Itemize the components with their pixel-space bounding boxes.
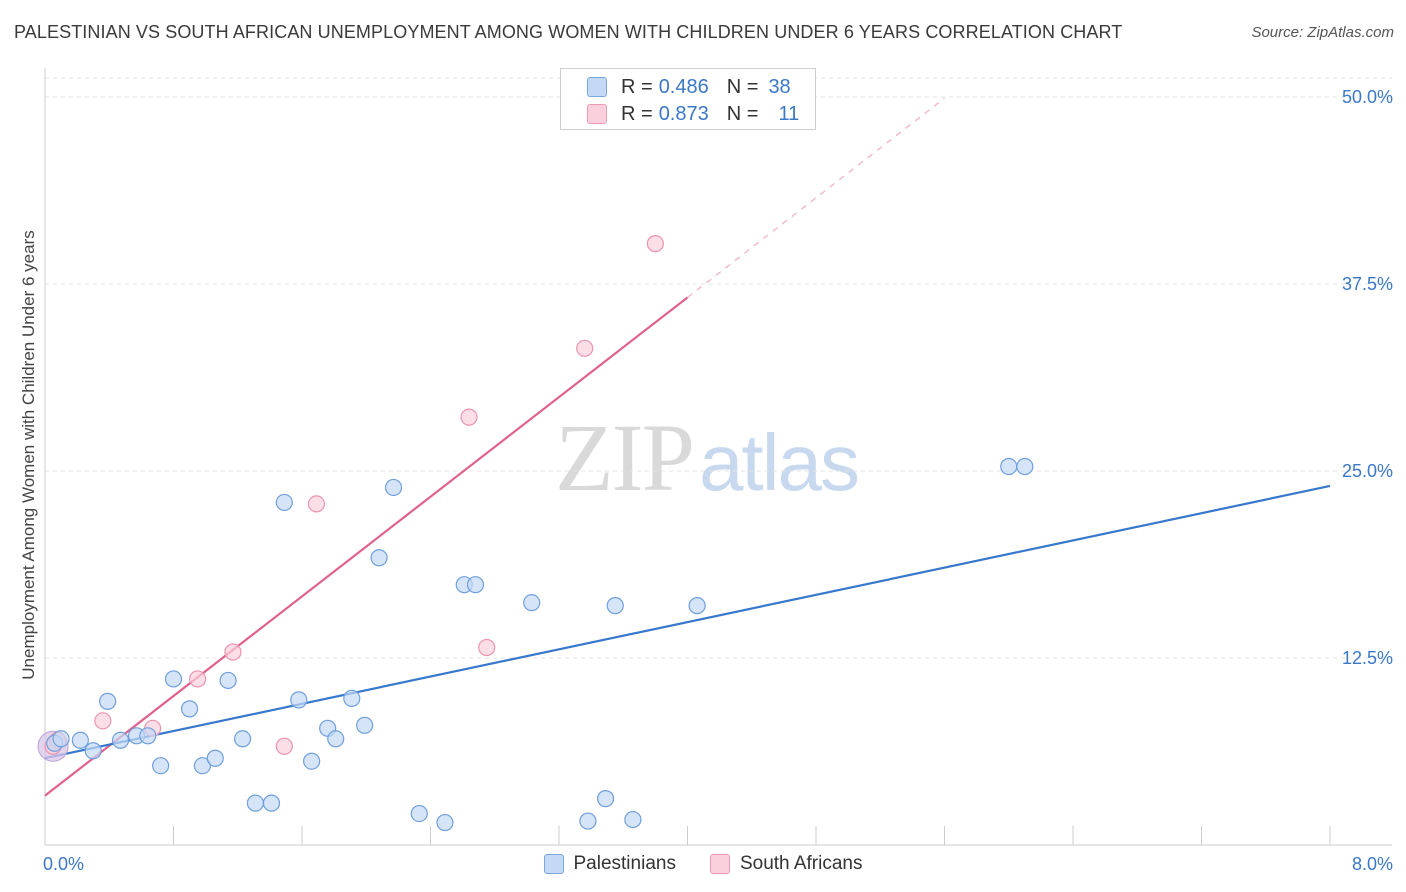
palestinians-point — [624, 810, 642, 829]
south-africans-point — [576, 339, 594, 357]
legend-item-south-africans[interactable]: South Africans — [709, 853, 863, 875]
blue-swatch-icon — [587, 77, 607, 97]
palestinians-point — [356, 716, 374, 734]
r-label: R = — [621, 102, 653, 125]
zipatlas-watermark: ZIPatlas — [555, 402, 860, 513]
watermark-atlas: atlas — [699, 418, 860, 507]
south-africans-point — [94, 712, 112, 730]
south-africans-trend-line — [44, 296, 689, 797]
r-label: R = — [621, 75, 653, 98]
palestinians-point — [1000, 457, 1018, 476]
south-africans-point — [307, 495, 326, 513]
palestinians-point — [193, 757, 212, 775]
south-africans-point — [224, 643, 242, 661]
stats-legend-row-south-africans: R = 0.873 N = 11 — [587, 101, 799, 127]
blue-swatch-icon — [543, 854, 564, 874]
palestinians-point — [370, 549, 388, 567]
south-africans-point — [275, 737, 293, 755]
y-axis-title: Unemployment Among Women with Children U… — [19, 230, 38, 679]
palestinians-point — [523, 594, 541, 612]
palestinians-point — [579, 812, 597, 830]
palestinians-point — [290, 691, 308, 709]
palestinians-point — [606, 597, 624, 615]
legend-label-south-africans: South Africans — [739, 853, 863, 874]
palestinians-point — [84, 742, 102, 760]
n-value: 38 — [768, 75, 791, 98]
palestinians-point — [410, 804, 428, 823]
palestinians-point — [343, 689, 361, 707]
palestinians-point — [99, 692, 117, 710]
watermark-zip: ZIP — [555, 404, 695, 511]
palestinians-point — [246, 794, 265, 812]
stats-legend: R = 0.486 N = 38 R = 0.873 N = 11 — [560, 68, 816, 130]
chart-title: PALESTINIAN VS SOUTH AFRICAN UNEMPLOYMEN… — [14, 22, 1123, 42]
palestinians-point — [436, 813, 454, 832]
y-tick-label: 50.0% — [1342, 87, 1393, 107]
pink-swatch-icon — [587, 104, 607, 124]
palestinians-point — [206, 749, 224, 767]
palestinians-point — [688, 597, 706, 615]
palestinians-point — [71, 731, 89, 749]
y-tick-label: 37.5% — [1342, 274, 1393, 294]
south-africans-point — [188, 670, 207, 688]
palestinians-point — [262, 794, 281, 812]
palestinians-point — [596, 790, 615, 808]
palestinians-trend-line — [44, 484, 1331, 760]
series-legend: Palestinians South Africans — [0, 851, 1406, 877]
south-africans-point — [478, 638, 496, 657]
x-tick-label: 8.0% — [1352, 854, 1393, 874]
palestinians-point — [275, 493, 293, 512]
r-value: 0.873 — [658, 102, 709, 125]
palestinians-point — [1016, 457, 1034, 476]
source-label: Source: ZipAtlas.com — [1251, 24, 1394, 41]
palestinians-point — [219, 671, 237, 690]
palestinians-point — [152, 757, 170, 775]
n-value: 11 — [778, 102, 800, 125]
palestinians-point — [180, 700, 199, 718]
r-value: 0.486 — [658, 75, 709, 98]
y-tick-label: 25.0% — [1342, 461, 1393, 481]
palestinians-point — [111, 731, 130, 749]
x-tick-label: 0.0% — [43, 854, 84, 874]
palestinians-point — [233, 730, 252, 748]
stats-legend-row-palestinians: R = 0.486 N = 38 — [587, 74, 791, 100]
palestinians-point — [303, 752, 321, 770]
palestinians-point — [384, 478, 403, 497]
palestinians-point — [139, 727, 157, 745]
legend-item-palestinians[interactable]: Palestinians — [543, 853, 676, 875]
y-tick-label: 12.5% — [1342, 648, 1393, 668]
legend-label-palestinians: Palestinians — [573, 853, 676, 874]
pink-swatch-icon — [709, 854, 730, 874]
n-label: N = — [726, 75, 759, 98]
palestinians-point — [164, 670, 183, 688]
n-label: N = — [726, 102, 759, 125]
south-africans-point — [646, 235, 664, 253]
south-africans-point — [460, 408, 478, 426]
palestinians-point — [327, 730, 345, 748]
palestinians-point — [466, 576, 485, 594]
palestinians-point — [52, 730, 70, 748]
